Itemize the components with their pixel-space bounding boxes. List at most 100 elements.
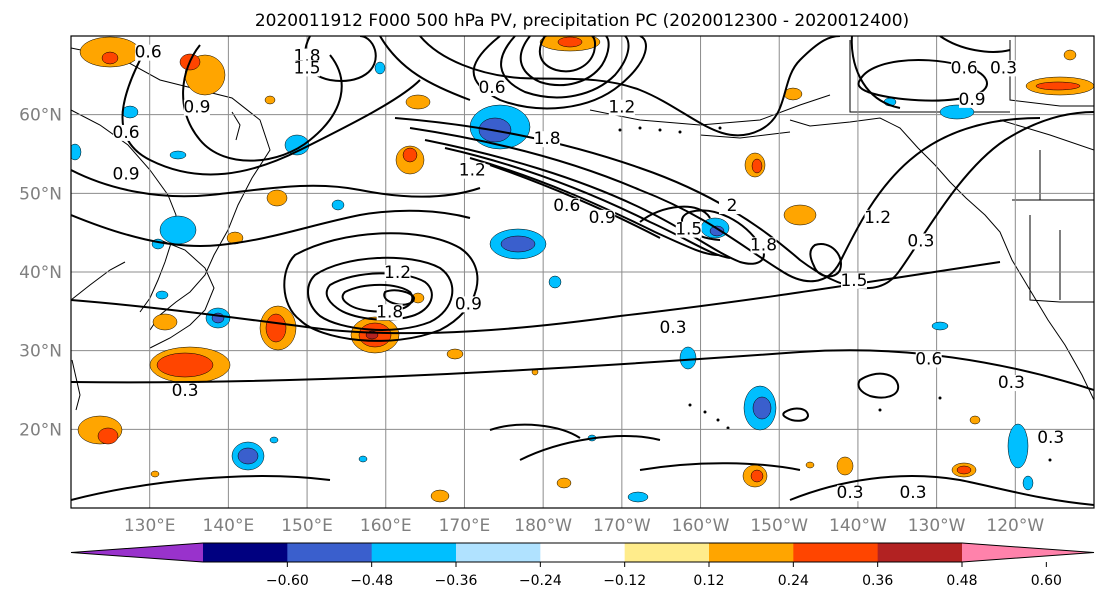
map-area: 1.8 1.5 0.6 0.6 0.9 0.6 0.9 1.2 1.8 1.2 0.6 0.9 1.5 2… [71,36,1094,508]
contour-label-bg [675,221,702,238]
latitude-label: 50°N [19,184,62,204]
contour-label: 0.6 [951,58,978,78]
longitude-label: 130°W [908,516,966,536]
contour-label: 0.6 [478,78,505,98]
latitude-label: 20°N [19,420,62,440]
latitude-label: 40°N [19,263,62,283]
contour-label-bg [183,99,210,116]
contour-label: 2 [727,196,738,216]
longitude-labels: 130°E 140°E 150°E 160°E 170°E 180°W 170°W 160°W… [124,516,1045,536]
contour-label: 1.2 [864,208,891,228]
coastlines [71,40,1094,411]
contour-label-bg [534,131,561,148]
colorbar-tick-label: 0.36 [862,573,893,589]
colorbar-tick-label: −0.60 [266,573,309,589]
pv-contours [71,36,1094,506]
contour-label: 0.6 [553,196,580,216]
longitude-label: 180°W [514,516,572,536]
colorbar-box [371,543,457,562]
longitude-label: 120°W [986,516,1044,536]
contour-label: 0.9 [183,98,210,118]
colorbar-outline [70,542,1095,563]
colorbar-box [456,543,541,562]
colorbar-box [877,543,963,562]
colorbar-box [287,543,373,562]
map-frame [70,35,1095,509]
contour-label-bg [998,375,1025,392]
contour-label: 0.9 [455,294,482,314]
contour-label: 0.6 [915,349,942,369]
colorbar-box [540,543,626,562]
contour-label: 1.2 [459,161,486,181]
contour-label-bg [172,382,199,399]
contour-label-bg [719,198,746,215]
contour-label: 1.2 [384,263,411,283]
contour-label-bg [553,198,580,215]
contour-label-bg [750,237,777,254]
contour-label-bg [959,91,986,108]
contour-label-bg [376,304,403,321]
contour-label-bg [864,209,891,226]
contour-label-bg [659,320,686,336]
contour-label: 0.3 [990,58,1017,78]
island-dots [618,126,1052,462]
contour-label: 0.3 [907,231,934,251]
longitude-label: 150°E [281,516,333,536]
colorbar-box [624,543,710,562]
longitude-label: 150°W [750,516,808,536]
contour-label-bg [459,162,486,179]
figure-title: 2020011912 F000 500 hPa PV, precipitatio… [255,11,909,31]
contour-label: 1.8 [750,235,777,255]
contour-label: 0.3 [1037,428,1064,448]
contour-label: 1.2 [608,98,635,118]
latitude-label: 60°N [19,106,62,126]
colorbar-extend-high [962,543,1094,562]
contour-label: 1.8 [376,302,403,322]
colorbar-tick-label: 0.24 [778,573,809,589]
colorbar: −0.60 −0.48 −0.36 −0.24 −0.12 0.12 0.24 0.36 0.4… [70,542,1095,589]
contour-label-bg [113,166,140,183]
contour-label-bg [837,485,864,502]
contour-label: 1.5 [840,271,867,291]
colorbar-tick-label: −0.48 [350,573,393,589]
contour-label-bg [135,44,162,61]
contour-labels: 1.8 1.5 0.6 0.6 0.9 0.6 0.9 1.2 1.8 1.2 0.6 0.9 1.5 2… [113,43,1065,504]
latitude-label: 30°N [19,342,62,362]
precip-shading [71,36,1094,503]
colorbar-tick-label: −0.12 [603,573,646,589]
contour-label-bg [479,80,506,97]
contour-label: 0.3 [899,483,926,503]
longitude-label: 160°E [360,516,412,536]
colorbar-extend-low [71,543,203,562]
longitude-label: 130°E [124,516,176,536]
contour-label: 1.5 [294,58,321,78]
contour-label-bg [608,99,635,116]
longitude-label: 140°E [203,516,255,536]
contour-label-bg [990,60,1017,77]
contour-label: 0.6 [135,43,162,63]
contour-label-bg [1037,430,1064,447]
contour-label: 0.3 [172,381,199,401]
contour-label-bg [455,296,482,313]
contour-label: 0.9 [589,208,616,228]
contour-label-bg [384,264,411,281]
contour-label-bg [113,124,140,141]
contour-label: 1.5 [675,220,702,240]
latitude-labels: 60°N 50°N 40°N 30°N 20°N [19,106,62,441]
colorbar-tick-label: 0.48 [946,573,977,589]
contour-label: 0.6 [113,123,140,143]
longitude-label: 170°E [439,516,491,536]
contour-label: 0.9 [959,90,986,110]
contour-label-bg [840,272,867,289]
contour-label: 0.3 [659,318,686,338]
colorbar-tick-label: −0.36 [435,573,478,589]
contour-label-bg [900,485,927,502]
contour-label: 1.8 [534,129,561,149]
colorbar-tick-label: −0.24 [519,573,562,589]
contour-label: 0.9 [113,165,140,185]
longitude-label: 140°W [829,516,887,536]
colorbar-tick-label: 0.60 [1031,573,1062,589]
contour-label: 0.3 [998,373,1025,393]
colorbar-box [709,543,794,562]
